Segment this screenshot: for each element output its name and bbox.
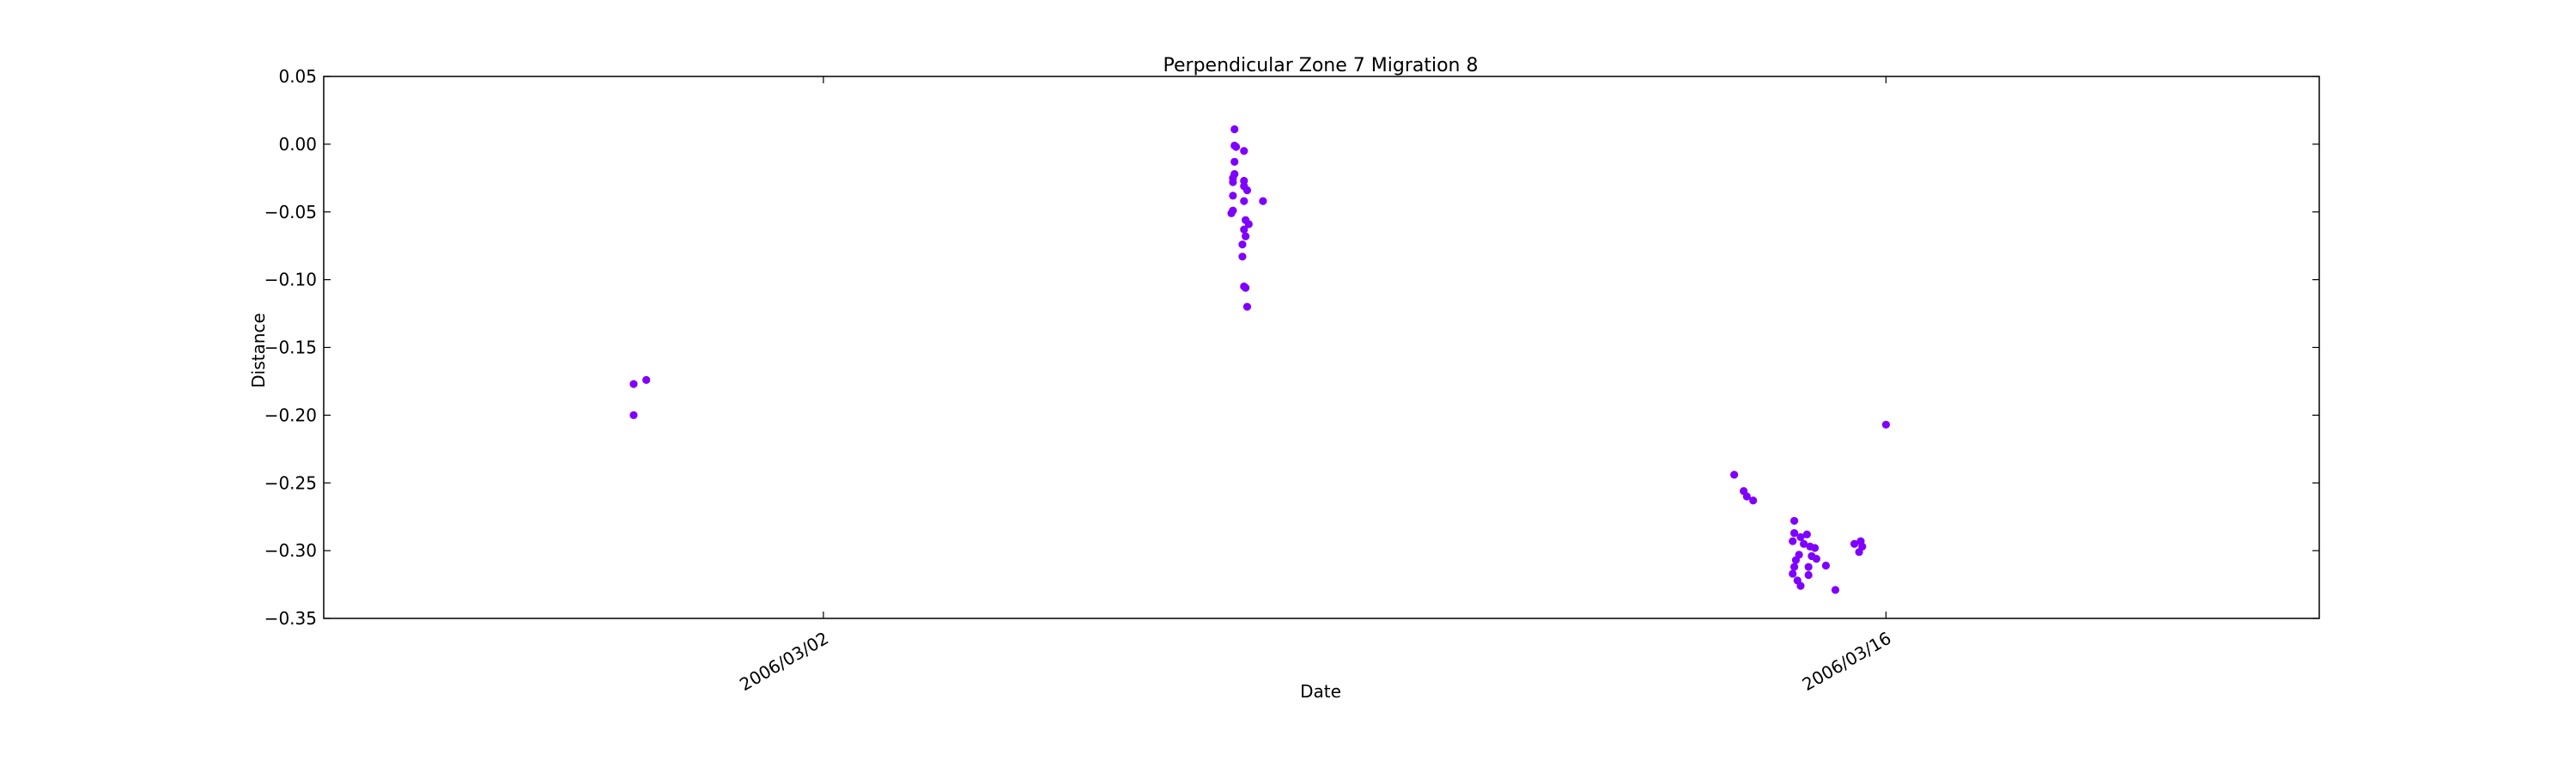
data-point	[1855, 548, 1863, 557]
data-point	[1229, 178, 1237, 186]
data-point	[1230, 125, 1239, 134]
y-tick-label: −0.35	[264, 608, 317, 629]
data-point	[1242, 283, 1250, 292]
data-point	[1742, 492, 1751, 501]
data-point	[1229, 192, 1237, 200]
data-point	[1789, 569, 1797, 578]
data-point	[1831, 586, 1840, 594]
data-point	[1238, 253, 1247, 261]
data-point	[1259, 197, 1267, 205]
data-point	[1790, 563, 1799, 571]
data-point	[1240, 176, 1249, 186]
x-tick-label: 2006/03/16	[1799, 628, 1895, 695]
data-point	[1242, 186, 1252, 195]
data-point	[1242, 302, 1252, 311]
data-point	[1812, 554, 1820, 563]
plot-frame	[323, 76, 2320, 619]
data-point	[629, 380, 638, 388]
data-point	[1242, 232, 1250, 240]
data-point	[629, 411, 638, 419]
y-tick-label: −0.15	[264, 338, 317, 358]
data-point	[1800, 539, 1808, 548]
y-tick-label: −0.10	[264, 270, 317, 290]
data-point	[1804, 563, 1813, 571]
data-point	[1230, 157, 1239, 166]
data-point	[1789, 537, 1797, 545]
data-point	[1749, 496, 1758, 505]
data-point	[1796, 581, 1805, 590]
data-point	[1231, 143, 1241, 151]
data-point	[1790, 516, 1799, 526]
data-point	[1850, 539, 1859, 548]
y-tick-label: −0.05	[264, 202, 317, 222]
data-point	[1790, 529, 1799, 538]
data-points	[629, 125, 1891, 594]
y-tick-label: −0.30	[264, 540, 317, 561]
data-point	[1238, 240, 1247, 249]
y-axis-label: Distance	[248, 313, 269, 387]
y-tick-label: 0.00	[278, 134, 317, 155]
data-point	[642, 375, 651, 384]
data-point	[1821, 561, 1831, 570]
data-point	[1240, 225, 1249, 234]
data-point	[1240, 147, 1249, 155]
data-point	[1810, 544, 1820, 552]
data-point	[1791, 556, 1801, 564]
data-point	[1881, 420, 1891, 429]
y-axis: 0.05 0.00 −0.05 −0.10 −0.15 −0.20 −0.25 −0.30 −0…	[264, 66, 2319, 629]
data-point	[1227, 209, 1236, 217]
y-tick-label: −0.20	[264, 405, 317, 425]
data-point	[1730, 471, 1739, 479]
y-tick-label: −0.25	[264, 472, 317, 493]
x-tick-label: 2006/03/02	[736, 628, 832, 695]
data-point	[1802, 530, 1811, 539]
data-point	[1244, 220, 1253, 228]
data-point	[1796, 533, 1805, 541]
data-point	[1240, 197, 1249, 205]
y-tick-label: 0.05	[278, 66, 317, 87]
data-point	[1804, 570, 1813, 580]
x-axis: 2006/03/02 2006/03/16	[736, 76, 1895, 695]
chart-title: Perpendicular Zone 7 Migration 8	[1163, 55, 1479, 76]
x-axis-label: Date	[1300, 681, 1341, 702]
